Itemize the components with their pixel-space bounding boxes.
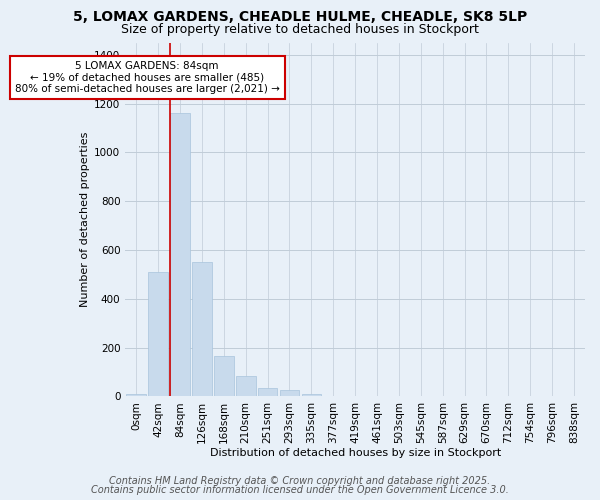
Bar	[214, 356, 233, 397]
Bar	[236, 376, 256, 396]
Y-axis label: Number of detached properties: Number of detached properties	[80, 132, 90, 307]
Text: Contains HM Land Registry data © Crown copyright and database right 2025.: Contains HM Land Registry data © Crown c…	[109, 476, 491, 486]
Bar	[127, 394, 146, 396]
Bar	[148, 272, 168, 396]
Text: 5, LOMAX GARDENS, CHEADLE HULME, CHEADLE, SK8 5LP: 5, LOMAX GARDENS, CHEADLE HULME, CHEADLE…	[73, 10, 527, 24]
Text: Size of property relative to detached houses in Stockport: Size of property relative to detached ho…	[121, 22, 479, 36]
Bar	[258, 388, 277, 396]
Bar	[192, 262, 212, 396]
Bar	[280, 390, 299, 396]
Bar	[302, 394, 321, 396]
X-axis label: Distribution of detached houses by size in Stockport: Distribution of detached houses by size …	[209, 448, 501, 458]
Text: 5 LOMAX GARDENS: 84sqm
← 19% of detached houses are smaller (485)
80% of semi-de: 5 LOMAX GARDENS: 84sqm ← 19% of detached…	[15, 61, 280, 94]
Bar	[170, 114, 190, 397]
Text: Contains public sector information licensed under the Open Government Licence 3.: Contains public sector information licen…	[91, 485, 509, 495]
